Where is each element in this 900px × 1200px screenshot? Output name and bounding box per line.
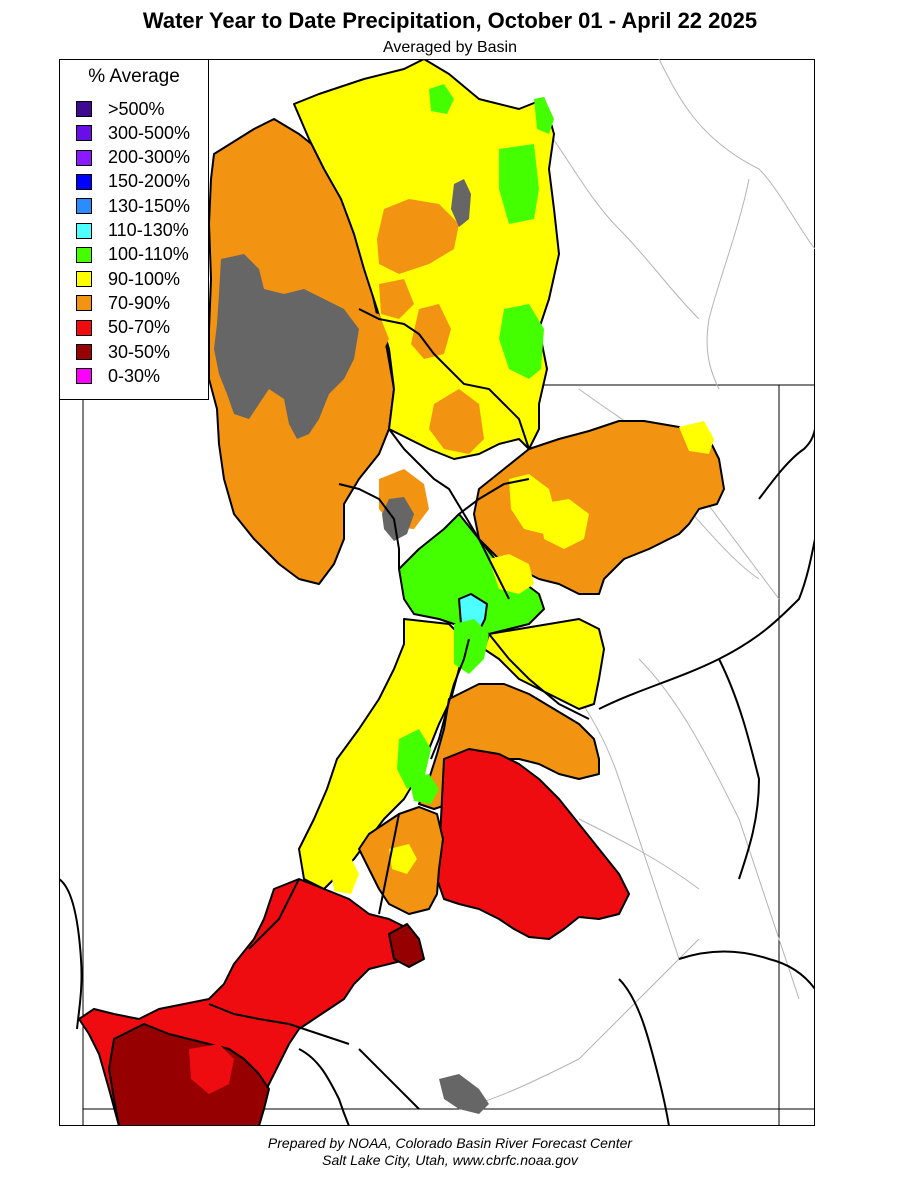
legend-label: 30-50%: [108, 341, 171, 362]
map-subtitle: Averaged by Basin: [382, 39, 517, 56]
legend-title: % Average: [88, 66, 180, 87]
utah-lake: [382, 497, 414, 541]
legend-label: 200-300%: [108, 147, 191, 168]
legend-item: 70-90%: [76, 292, 170, 314]
precip-patches: [189, 84, 714, 1094]
legend-item: 150-200%: [76, 171, 190, 193]
legend-swatch: [76, 125, 92, 142]
legend-label: 300-500%: [108, 122, 191, 143]
legend-label: >500%: [108, 98, 165, 119]
legend-label: 150-200%: [108, 171, 191, 192]
great-salt-lake: [214, 254, 359, 439]
legend-item: 300-500%: [76, 122, 190, 144]
legend-item: 0-30%: [76, 365, 160, 387]
legend: % Average >500% 300-500% 200-300% 150-200% 1…: [59, 59, 209, 400]
legend-item: 110-130%: [76, 220, 189, 242]
map-canvas: [59, 59, 815, 1126]
basin-dirty-devil: [436, 748, 630, 940]
legend-label: 90-100%: [108, 268, 181, 289]
legend-swatch: [76, 246, 92, 263]
footer-location: Salt Lake City, Utah, www.cbrfc.noaa.gov: [322, 1152, 578, 1168]
basin-central-green: [398, 513, 545, 635]
legend-swatch: [76, 319, 92, 336]
legend-swatch: [76, 173, 92, 190]
precipitation-map: [59, 59, 815, 1126]
map-title: Water Year to Date Precipitation, Octobe…: [142, 8, 758, 33]
legend-swatch: [76, 295, 92, 312]
lake-powell: [439, 1074, 489, 1114]
legend-label: 110-130%: [108, 220, 189, 240]
legend-label: 100-110%: [108, 244, 189, 265]
legend-swatch: [76, 271, 92, 288]
basin-dividers: [208, 308, 590, 1045]
legend-swatch: [76, 222, 92, 239]
legend-item: 200-300%: [76, 147, 190, 169]
footer-credit: Prepared by NOAA, Colorado Basin River F…: [267, 1135, 633, 1151]
legend-item: 90-100%: [76, 268, 180, 290]
legend-label: 130-150%: [108, 195, 191, 216]
legend-swatch: [76, 198, 92, 215]
legend-label: 50-70%: [108, 317, 171, 338]
legend-item: 50-70%: [76, 317, 170, 339]
legend-swatch: [76, 368, 92, 385]
legend-item: 130-150%: [76, 195, 190, 217]
no-data-areas: [214, 179, 489, 1114]
legend-item: >500%: [76, 98, 165, 120]
legend-item: 100-110%: [76, 244, 189, 266]
footer: Prepared by NOAA, Colorado Basin River F…: [0, 1135, 900, 1169]
bear-lake: [451, 179, 471, 227]
legend-label: 0-30%: [108, 365, 161, 386]
legend-swatch: [76, 344, 92, 360]
legend-item: 30-50%: [76, 341, 170, 363]
legend-swatch: [76, 101, 92, 117]
legend-label: 70-90%: [108, 292, 171, 313]
basin-dark-red: [108, 1023, 270, 1126]
basin-dark-red-east: [388, 923, 425, 968]
basin-price-river: [483, 618, 605, 710]
basin-outlines-east: [59, 428, 815, 1126]
legend-swatch: [76, 149, 92, 166]
